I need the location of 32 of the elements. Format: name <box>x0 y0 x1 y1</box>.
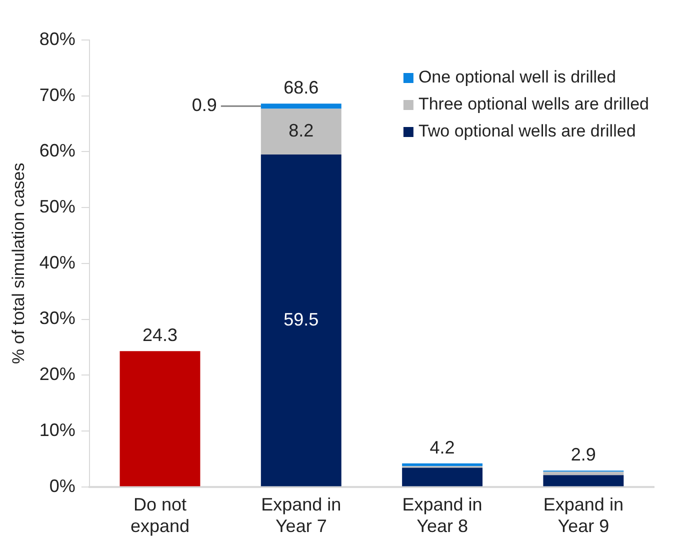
total-label: 24.3 <box>142 325 178 346</box>
x-tick-label: Expand in Year 7 <box>261 494 342 536</box>
legend-label: Two optional wells are drilled <box>418 122 636 141</box>
y-tick-label: 0% <box>49 476 76 496</box>
bar <box>260 104 342 109</box>
bar <box>260 108 342 154</box>
y-tick-label: 20% <box>39 364 76 384</box>
data-label: 8.2 <box>288 120 314 141</box>
y-tick-label: 30% <box>39 308 76 328</box>
bar <box>543 472 624 476</box>
bar <box>402 468 483 486</box>
y-tick-label: 40% <box>39 252 76 272</box>
y-tick-label: 10% <box>39 420 76 440</box>
y-axis-title: % of total simulation cases <box>8 162 28 364</box>
bar <box>260 154 342 486</box>
total-label: 68.6 <box>284 78 319 98</box>
total-label: 4.2 <box>430 437 455 458</box>
legend-label: One optional well is drilled <box>418 68 616 87</box>
total-label: 2.9 <box>570 444 596 465</box>
data-label: 59.5 <box>284 309 319 330</box>
y-tick-label: 80% <box>39 28 76 49</box>
x-tick-label: Do not expand <box>130 494 190 536</box>
y-tick-label: 60% <box>39 140 76 161</box>
legend-label: Three optional wells are drilled <box>418 94 649 114</box>
y-tick-label: 50% <box>39 196 76 217</box>
x-tick-label: Expand in Year 9 <box>543 494 624 536</box>
x-tick-label: Expand in Year 8 <box>402 494 482 536</box>
bar <box>120 351 200 486</box>
bar <box>543 475 624 486</box>
bar <box>402 463 483 466</box>
y-tick-label: 70% <box>39 84 76 105</box>
data-label: 0.9 <box>192 95 217 116</box>
